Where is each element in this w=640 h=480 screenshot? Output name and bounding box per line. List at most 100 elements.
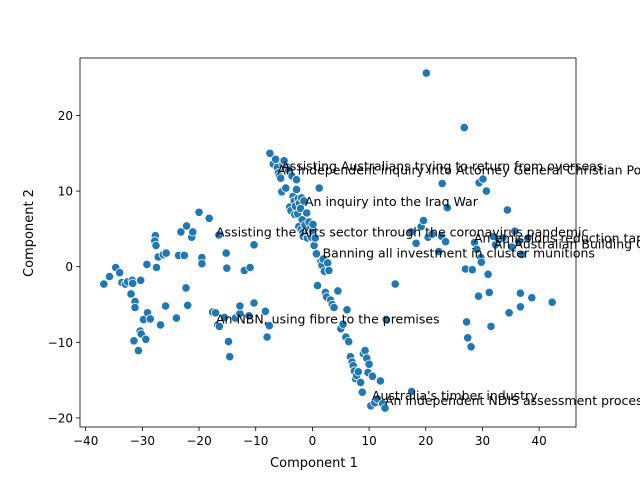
x-axis-label: Component 1 bbox=[270, 456, 358, 471]
point-annotation: An NBN, using fibre to the premises bbox=[216, 311, 440, 326]
scatter-point bbox=[249, 240, 259, 250]
scatter-point bbox=[183, 300, 193, 310]
scatter-point bbox=[308, 219, 318, 229]
scatter-point bbox=[504, 308, 514, 318]
scatter-point bbox=[483, 269, 493, 279]
scatter-point bbox=[342, 305, 352, 315]
scatter-point bbox=[406, 386, 417, 397]
scatter-point bbox=[467, 265, 477, 275]
scatter-point bbox=[481, 186, 491, 196]
scatter-point bbox=[151, 240, 161, 251]
x-tick-label: 10 bbox=[361, 434, 376, 448]
scatter-point bbox=[133, 345, 143, 356]
point-annotation: An independent inquiry into Attorney Gen… bbox=[277, 162, 640, 177]
scatter-point bbox=[527, 293, 537, 303]
scatter-point bbox=[161, 301, 171, 311]
scatter-point bbox=[210, 308, 221, 318]
scatter-point bbox=[155, 320, 166, 330]
scatter-point bbox=[126, 289, 136, 299]
scatter-point bbox=[523, 233, 533, 243]
scatter-point bbox=[437, 178, 447, 189]
scatter-point bbox=[517, 250, 527, 260]
scatter-point bbox=[515, 302, 526, 312]
scatter-point bbox=[344, 336, 354, 347]
scatter-point bbox=[281, 183, 291, 193]
scatter-point bbox=[219, 312, 230, 322]
scatter-point bbox=[473, 291, 484, 301]
scatter-point bbox=[214, 321, 224, 331]
scatter-point bbox=[221, 248, 231, 258]
scatter-point bbox=[357, 387, 367, 397]
plot-frame bbox=[79, 57, 577, 428]
scatter-point bbox=[507, 242, 517, 252]
scatter-point bbox=[333, 286, 343, 296]
scatter-point bbox=[434, 247, 444, 257]
scatter-point bbox=[225, 352, 235, 362]
scatter-point bbox=[171, 313, 181, 323]
scatter-point bbox=[128, 278, 138, 288]
scatter-point bbox=[142, 259, 152, 269]
x-tick-label: 30 bbox=[475, 434, 490, 448]
scatter-point bbox=[466, 342, 476, 352]
point-annotation: An inquiry into the Iraq War bbox=[305, 194, 479, 209]
scatter-point bbox=[214, 230, 224, 240]
scatter-point bbox=[510, 226, 520, 236]
scatter-point bbox=[179, 250, 189, 260]
scatter-point bbox=[129, 336, 139, 346]
scatter-point bbox=[295, 203, 306, 214]
scatter-point bbox=[329, 302, 339, 313]
scatter-point bbox=[276, 173, 286, 183]
scatter-point bbox=[130, 302, 140, 313]
x-tick-label: −40 bbox=[73, 434, 98, 448]
scatter-point bbox=[311, 249, 321, 259]
scatter-point bbox=[367, 371, 378, 381]
scatter-point bbox=[421, 68, 431, 78]
scatter-point bbox=[486, 321, 496, 331]
scatter-point bbox=[353, 367, 363, 377]
point-annotation: Assisting the Arts sector through the co… bbox=[216, 225, 588, 240]
scatter-point bbox=[245, 262, 255, 273]
scatter-point bbox=[515, 288, 526, 298]
scatter-point bbox=[360, 345, 370, 356]
scatter-point bbox=[249, 298, 259, 308]
scatter-point bbox=[312, 280, 323, 291]
scatter-point bbox=[194, 207, 204, 217]
scatter-point bbox=[136, 275, 146, 285]
scatter-point bbox=[188, 227, 198, 237]
annotations-layer: Assisting Australians trying to return f… bbox=[216, 159, 640, 408]
scatter-point bbox=[461, 317, 472, 327]
y-axis-label: Component 2 bbox=[22, 189, 37, 277]
scatter-point bbox=[309, 240, 319, 251]
scatter-point bbox=[463, 333, 473, 343]
scatter-point bbox=[104, 271, 115, 282]
x-tick-label: 20 bbox=[418, 434, 433, 448]
scatter-point bbox=[411, 238, 421, 248]
scatter-point bbox=[355, 377, 366, 387]
scatter-point bbox=[502, 205, 512, 215]
y-tick-label: −10 bbox=[48, 336, 73, 350]
scatter-point bbox=[265, 148, 275, 158]
x-tick-label: 40 bbox=[532, 434, 547, 448]
scatter-point bbox=[204, 213, 214, 223]
scatter-point bbox=[478, 174, 488, 184]
scatter-point bbox=[324, 265, 334, 276]
point-annotation: Banning all investment in cluster muniti… bbox=[323, 246, 595, 261]
x-tick-label: −30 bbox=[130, 434, 155, 448]
scatter-point bbox=[299, 196, 309, 206]
point-annotation: Australia's timber industry bbox=[372, 388, 538, 403]
scatter-point bbox=[181, 283, 191, 293]
scatter-point bbox=[547, 297, 557, 307]
scatter-point bbox=[145, 314, 155, 324]
scatter-point bbox=[314, 183, 324, 193]
scatter-point bbox=[427, 229, 437, 239]
scatter-point bbox=[141, 334, 151, 344]
scatter-point bbox=[375, 376, 385, 386]
scatter-point bbox=[182, 221, 192, 231]
scatter-point bbox=[390, 279, 400, 289]
point-annotation: An Australian Building Codes Board bbox=[494, 237, 640, 252]
scatter-point bbox=[440, 237, 451, 247]
points-layer bbox=[99, 68, 557, 413]
scatter-point bbox=[364, 359, 374, 369]
